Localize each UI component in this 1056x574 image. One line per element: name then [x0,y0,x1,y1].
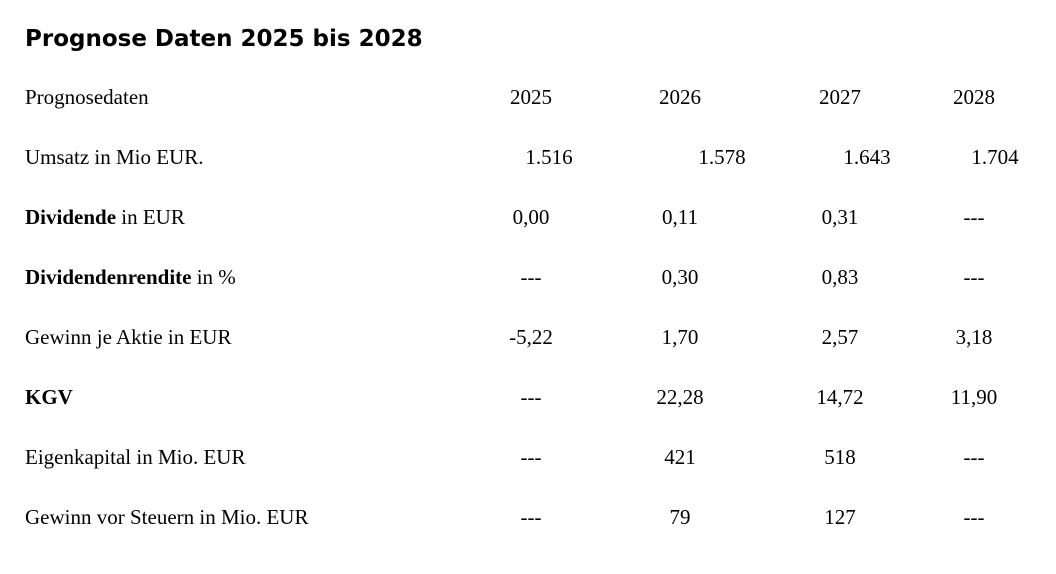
table-cell: 14,72 [816,385,864,409]
row-label-kgv: KGV [25,385,73,409]
row-label-dividendenrendite: Dividendenrendite in % [25,265,236,289]
row-label-gewinn-vor-steuern: Gewinn vor Steuern in Mio. EUR [25,505,308,529]
page-title: Prognose Daten 2025 bis 2028 [25,26,423,52]
table-cell: --- [963,445,985,469]
table-cell: 127 [824,505,856,529]
header-year-2028: 2028 [953,85,995,109]
table-cell: --- [963,505,985,529]
table-cell: 1.516 [525,145,573,169]
row-label-gewinn-je-aktie: Gewinn je Aktie in EUR [25,325,231,349]
row-label-text: Gewinn vor Steuern in Mio. EUR [25,505,309,529]
table-cell: 0,30 [661,265,699,289]
row-label-eigenkapital: Eigenkapital in Mio. EUR [25,445,245,469]
table-cell: 0,31 [821,205,859,229]
table-cell: 1,70 [661,325,699,349]
table-cell: 421 [664,445,696,469]
row-label-text: Eigenkapital in Mio. EUR [25,445,246,469]
table-cell: 2,57 [821,325,859,349]
header-label: Prognosedaten [25,85,149,109]
row-label-bold: Dividendenrendite [25,265,192,289]
header-year-2027: 2027 [819,85,861,109]
table-cell: 3,18 [955,325,993,349]
header-year-2026: 2026 [659,85,701,109]
row-label-dividende: Dividende in EUR [25,205,185,229]
table-cell: --- [963,265,985,289]
row-label-bold: Dividende [25,205,117,229]
table-cell: 0,00 [512,205,550,229]
table-cell: --- [520,445,542,469]
row-label-text: in EUR [116,205,185,229]
table-cell: 1.578 [698,145,746,169]
table-cell: 22,28 [656,385,704,409]
row-label-text: Gewinn je Aktie in EUR [25,325,232,349]
table-cell: 0,83 [821,265,859,289]
row-label-umsatz: Umsatz in Mio EUR. [25,145,204,169]
table-cell: --- [520,385,542,409]
table-cell: 0,11 [662,205,698,229]
row-label-text: Umsatz in Mio EUR. [25,145,204,169]
table-cell: 11,90 [950,385,998,409]
table-cell: 518 [824,445,856,469]
row-label-text: in % [191,265,236,289]
table-cell: --- [520,505,542,529]
table-cell: 79 [669,505,691,529]
table-cell: 1.704 [971,145,1019,169]
table-cell: --- [963,205,985,229]
row-label-bold: KGV [25,385,73,409]
table-cell: 1.643 [843,145,891,169]
table-cell: --- [520,265,542,289]
header-year-2025: 2025 [510,85,552,109]
table-cell: -5,22 [509,325,553,349]
